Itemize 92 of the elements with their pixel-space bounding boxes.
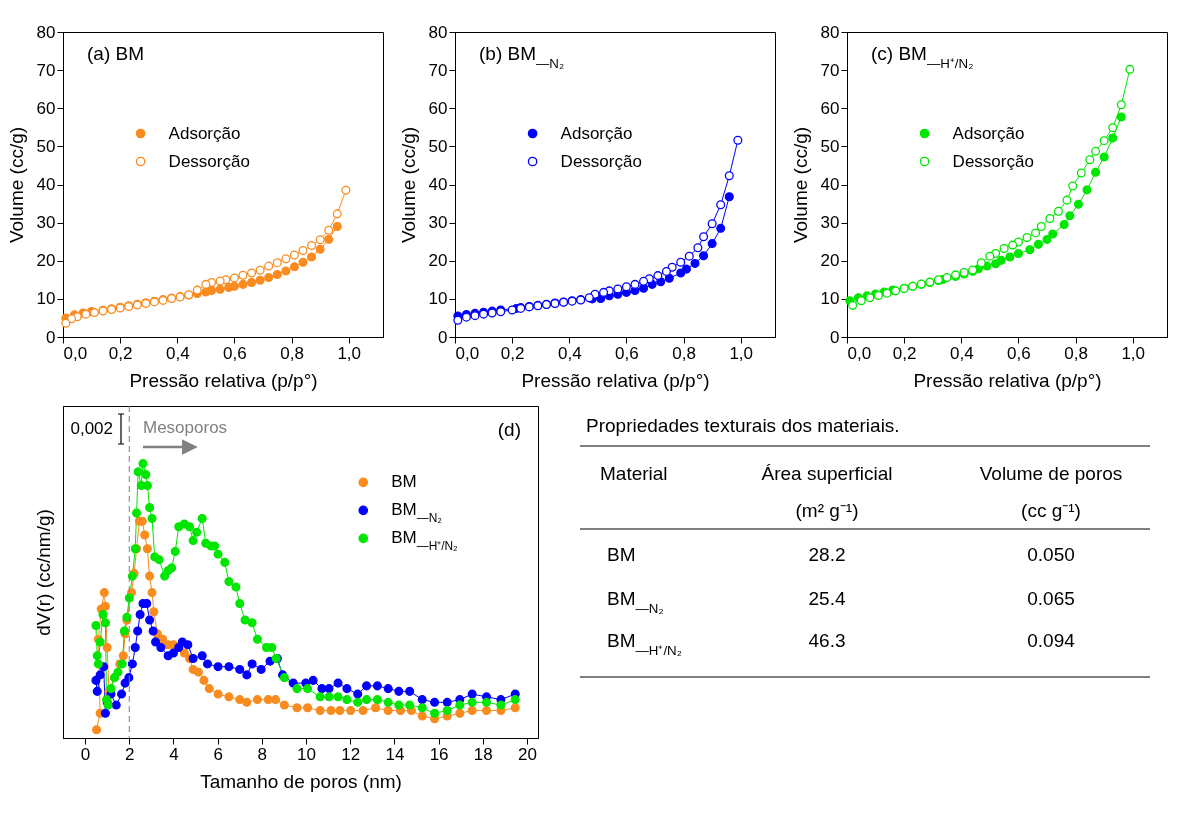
- x-tick-label: 0,8: [672, 343, 696, 363]
- y-tick-label: 40: [820, 175, 840, 194]
- x-tick-label: 0,6: [615, 343, 639, 363]
- y-axis-title: Volume (cc/g): [789, 126, 811, 244]
- x-tick-label: 0,2: [892, 343, 917, 363]
- text: Mesoporos: [143, 418, 228, 437]
- text: (b) BM$_{—N₂}$: [479, 43, 565, 71]
- data-label: 0.050: [1027, 544, 1075, 565]
- x-tick-label: 0,4: [165, 343, 190, 363]
- x-axis-title: Pressão relativa (p/p°): [521, 369, 710, 391]
- legend-label: BM$_{—H⁺/N₂}$: [391, 528, 459, 554]
- x-tick-label: 6: [213, 744, 223, 764]
- x-tick-label: 18: [473, 744, 493, 764]
- y-tick-label: 0: [438, 327, 448, 347]
- text: Propriedades texturais dos materiais.: [586, 415, 900, 436]
- data-label: 46.3: [808, 630, 846, 651]
- y-tick-label: 40: [36, 175, 56, 194]
- y-tick-label: 30: [820, 213, 840, 233]
- text: Material: [600, 463, 668, 484]
- x-tick-label: 0,0: [847, 343, 872, 363]
- category-label: BM$_{—H⁺/N₂}$: [607, 630, 682, 658]
- y-tick-label: 70: [36, 60, 56, 80]
- y-tick-label: 70: [820, 60, 840, 80]
- x-tick-label: 12: [341, 744, 361, 764]
- y-tick-label: 80: [428, 22, 448, 42]
- y-tick-label: 30: [36, 213, 56, 233]
- y-axis-title: Volume (cc/g): [397, 126, 419, 244]
- x-tick-label: 0,8: [1064, 343, 1088, 363]
- y-tick-label: 60: [820, 98, 840, 118]
- data-label: 28.2: [808, 544, 846, 565]
- x-tick-label: 2: [125, 744, 135, 764]
- legend-label: Dessorção: [560, 151, 642, 171]
- text: (c) BM$_{—H⁺/N₂}$: [871, 43, 974, 71]
- x-axis-title: Tamanho de poros (nm): [200, 770, 402, 792]
- legend-label: Adsorção: [560, 123, 633, 143]
- x-axis-title: Pressão relativa (p/p°): [129, 369, 318, 391]
- x-tick-label: 0,8: [280, 343, 304, 363]
- x-tick-label: 0,0: [63, 343, 88, 363]
- y-tick-label: 50: [428, 136, 448, 156]
- y-axis-title: dV(r) (cc/nm/g): [32, 509, 54, 636]
- y-tick-label: 20: [820, 251, 840, 271]
- x-tick-label: 0,4: [557, 343, 582, 363]
- legend-label: Adsorção: [168, 123, 241, 143]
- y-tick-label: 40: [428, 175, 448, 194]
- data-label: 25.4: [808, 588, 846, 609]
- x-tick-label: 0,2: [500, 343, 525, 363]
- text: Volume de poros (cc g⁻¹): [979, 463, 1123, 521]
- text: 0,002: [70, 419, 113, 438]
- y-tick-label: 10: [36, 289, 56, 309]
- legend-label: Dessorção: [952, 151, 1034, 171]
- x-tick-label: 4: [169, 744, 179, 764]
- y-tick-label: 10: [428, 289, 448, 309]
- y-tick-label: 0: [46, 327, 56, 347]
- x-axis-title: Pressão relativa (p/p°): [913, 369, 1102, 391]
- y-tick-label: 20: [428, 251, 448, 271]
- x-tick-label: 0: [80, 744, 91, 764]
- category-label: BM: [607, 544, 636, 565]
- x-tick-label: 1,0: [1121, 343, 1146, 363]
- legend-label: Adsorção: [952, 123, 1025, 143]
- category-label: BM$_{—N₂}$: [607, 588, 664, 616]
- x-tick-label: 0,4: [949, 343, 974, 363]
- x-tick-label: 14: [385, 744, 405, 764]
- x-tick-label: 8: [257, 744, 268, 764]
- chart-title: (d): [497, 419, 521, 440]
- x-tick-label: 0,2: [108, 343, 133, 363]
- y-tick-label: 80: [820, 22, 840, 42]
- y-tick-label: 0: [830, 327, 840, 347]
- y-tick-label: 50: [820, 136, 840, 156]
- x-tick-label: 20: [517, 744, 537, 764]
- legend-label: Dessorção: [168, 151, 250, 171]
- y-tick-label: 60: [428, 98, 448, 118]
- y-axis-title: Volume (cc/g): [5, 126, 27, 244]
- y-tick-label: 80: [36, 22, 56, 42]
- data-label: 0.094: [1027, 630, 1076, 651]
- text: Área superficial (m² g⁻¹): [761, 463, 893, 521]
- x-tick-label: 1,0: [337, 343, 362, 363]
- y-tick-label: 50: [36, 136, 56, 156]
- legend-label: BM: [391, 472, 417, 492]
- x-tick-label: 0,6: [1007, 343, 1031, 363]
- x-tick-label: 0,6: [223, 343, 247, 363]
- y-tick-label: 30: [428, 213, 448, 233]
- y-tick-label: 20: [36, 251, 56, 271]
- legend-label: BM$_{—N₂}$: [391, 500, 443, 526]
- x-tick-label: 1,0: [729, 343, 754, 363]
- x-tick-label: 10: [297, 744, 316, 764]
- x-tick-label: 16: [429, 744, 449, 764]
- text: (a) BM: [87, 43, 144, 64]
- y-tick-label: 60: [36, 98, 56, 118]
- y-tick-label: 10: [820, 289, 840, 309]
- data-label: 0.065: [1027, 588, 1075, 609]
- y-tick-label: 70: [428, 60, 448, 80]
- x-tick-label: 0,0: [455, 343, 480, 363]
